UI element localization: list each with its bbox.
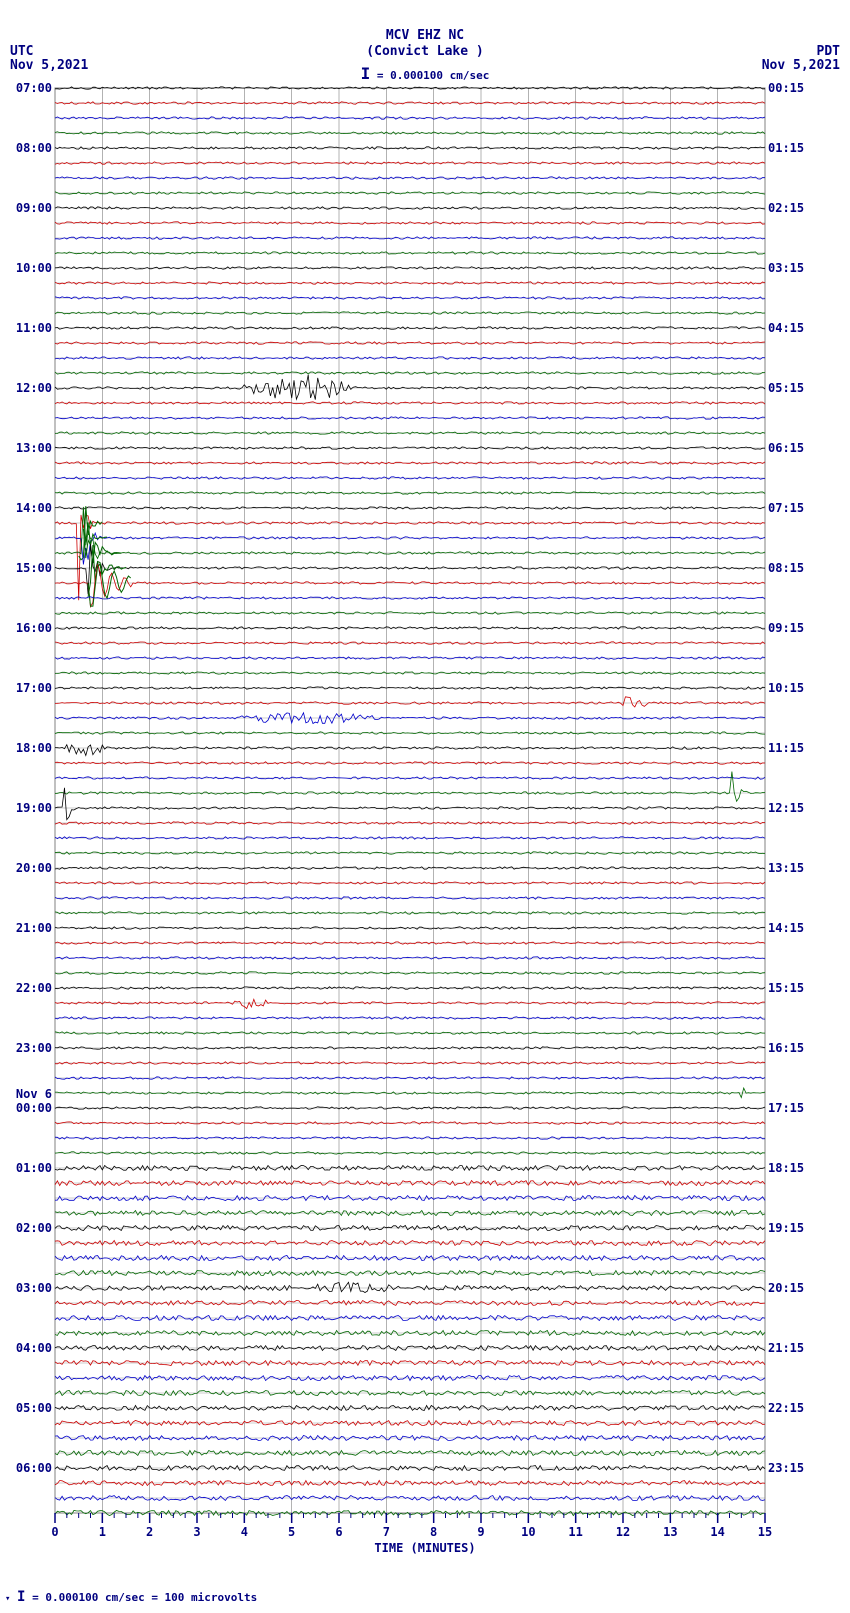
pdt-time-label: 03:15 (768, 261, 804, 275)
pdt-time-label: 02:15 (768, 201, 804, 215)
x-tick-label: 3 (193, 1525, 200, 1539)
pdt-time-label: 00:15 (768, 81, 804, 95)
utc-time-label: 15:00 (16, 561, 52, 575)
x-tick-label: 13 (663, 1525, 677, 1539)
utc-time-label: 10:00 (16, 261, 52, 275)
pdt-time-label: 12:15 (768, 801, 804, 815)
day-label: Nov 6 (16, 1087, 52, 1101)
x-tick-label: 7 (383, 1525, 390, 1539)
x-tick-label: 12 (616, 1525, 630, 1539)
x-tick-label: 5 (288, 1525, 295, 1539)
utc-time-label: 19:00 (16, 801, 52, 815)
pdt-time-label: 16:15 (768, 1041, 804, 1055)
pdt-time-label: 19:15 (768, 1221, 804, 1235)
utc-time-label: 22:00 (16, 981, 52, 995)
pdt-time-label: 10:15 (768, 681, 804, 695)
utc-time-label: 03:00 (16, 1281, 52, 1295)
utc-time-label: 11:00 (16, 321, 52, 335)
pdt-time-label: 23:15 (768, 1461, 804, 1475)
utc-time-label: 14:00 (16, 501, 52, 515)
pdt-time-label: 18:15 (768, 1161, 804, 1175)
x-tick-label: 11 (568, 1525, 582, 1539)
utc-time-label: 23:00 (16, 1041, 52, 1055)
seismogram-plot (0, 0, 850, 1613)
utc-time-label: 05:00 (16, 1401, 52, 1415)
utc-time-label: 01:00 (16, 1161, 52, 1175)
utc-time-label: 21:00 (16, 921, 52, 935)
pdt-time-label: 09:15 (768, 621, 804, 635)
pdt-time-label: 05:15 (768, 381, 804, 395)
x-tick-label: 8 (430, 1525, 437, 1539)
x-tick-label: 14 (710, 1525, 724, 1539)
utc-time-label: 06:00 (16, 1461, 52, 1475)
pdt-time-label: 04:15 (768, 321, 804, 335)
x-tick-label: 9 (477, 1525, 484, 1539)
utc-time-label: 13:00 (16, 441, 52, 455)
utc-time-label: 08:00 (16, 141, 52, 155)
utc-time-label: 07:00 (16, 81, 52, 95)
utc-time-label: 12:00 (16, 381, 52, 395)
x-tick-label: 4 (241, 1525, 248, 1539)
pdt-time-label: 06:15 (768, 441, 804, 455)
utc-time-label: 02:00 (16, 1221, 52, 1235)
pdt-time-label: 11:15 (768, 741, 804, 755)
pdt-time-label: 01:15 (768, 141, 804, 155)
x-tick-label: 2 (146, 1525, 153, 1539)
pdt-time-label: 21:15 (768, 1341, 804, 1355)
pdt-time-label: 07:15 (768, 501, 804, 515)
x-tick-label: 10 (521, 1525, 535, 1539)
footer-scale: ▾ I = 0.000100 cm/sec = 100 microvolts (5, 1589, 257, 1605)
utc-time-label: 17:00 (16, 681, 52, 695)
utc-time-label: 20:00 (16, 861, 52, 875)
pdt-time-label: 22:15 (768, 1401, 804, 1415)
x-tick-label: 0 (51, 1525, 58, 1539)
pdt-time-label: 13:15 (768, 861, 804, 875)
seismogram-container: MCV EHZ NC (Convict Lake ) I = 0.000100 … (0, 0, 850, 1613)
x-tick-label: 15 (758, 1525, 772, 1539)
utc-time-label: 16:00 (16, 621, 52, 635)
pdt-time-label: 17:15 (768, 1101, 804, 1115)
utc-time-label: 04:00 (16, 1341, 52, 1355)
x-axis-title: TIME (MINUTES) (0, 1541, 850, 1555)
pdt-time-label: 15:15 (768, 981, 804, 995)
pdt-time-label: 20:15 (768, 1281, 804, 1295)
utc-time-label: 00:00 (16, 1101, 52, 1115)
x-tick-label: 1 (99, 1525, 106, 1539)
utc-time-label: 18:00 (16, 741, 52, 755)
utc-time-label: 09:00 (16, 201, 52, 215)
pdt-time-label: 14:15 (768, 921, 804, 935)
x-tick-label: 6 (335, 1525, 342, 1539)
pdt-time-label: 08:15 (768, 561, 804, 575)
